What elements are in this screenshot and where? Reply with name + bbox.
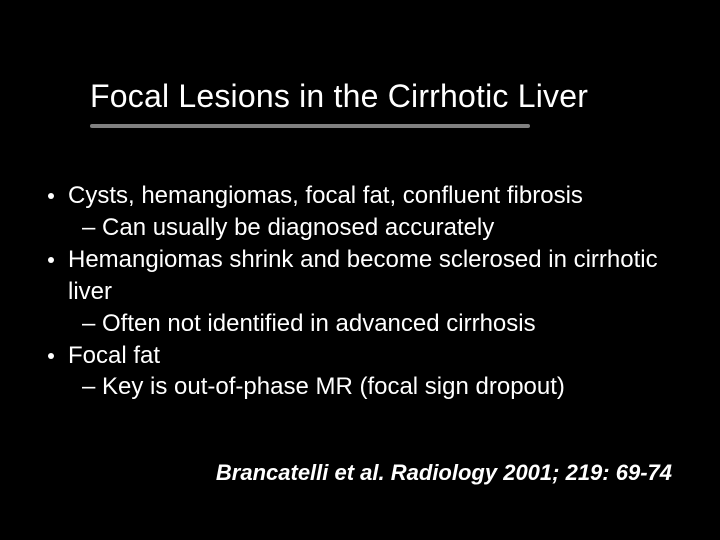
bullet-item: Hemangiomas shrink and become sclerosed … <box>48 244 680 308</box>
bullet-dot-icon <box>48 353 54 359</box>
bullet-text: Cysts, hemangiomas, focal fat, confluent… <box>68 180 680 212</box>
sub-bullet-text: – Can usually be diagnosed accurately <box>82 214 494 241</box>
bullet-dot-icon <box>48 257 54 263</box>
bullet-dot-icon <box>48 193 54 199</box>
bullet-text: Hemangiomas shrink and become sclerosed … <box>68 244 680 308</box>
sub-bullet-item: – Can usually be diagnosed accurately <box>48 212 680 244</box>
bullet-text: Focal fat <box>68 340 680 372</box>
sub-bullet-text: – Often not identified in advanced cirrh… <box>82 310 536 337</box>
sub-bullet-text: – Key is out-of-phase MR (focal sign dro… <box>82 373 565 400</box>
slide: Focal Lesions in the Cirrhotic Liver Cys… <box>0 0 720 540</box>
citation-text: Brancatelli et al. Radiology 2001; 219: … <box>216 460 672 486</box>
slide-title: Focal Lesions in the Cirrhotic Liver <box>90 78 588 115</box>
bullet-item: Focal fat <box>48 340 680 372</box>
title-underline <box>90 124 530 128</box>
bullet-item: Cysts, hemangiomas, focal fat, confluent… <box>48 180 680 212</box>
sub-bullet-item: – Often not identified in advanced cirrh… <box>48 308 680 340</box>
sub-bullet-item: – Key is out-of-phase MR (focal sign dro… <box>48 371 680 403</box>
slide-body: Cysts, hemangiomas, focal fat, confluent… <box>48 180 680 403</box>
